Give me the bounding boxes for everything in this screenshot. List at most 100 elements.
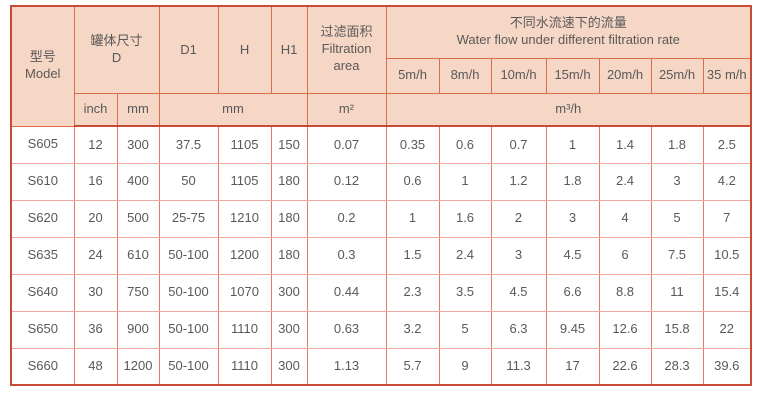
cell-h: 1070 (217, 273, 272, 312)
cell-inch: 20 (73, 199, 118, 238)
cell-inch: 36 (73, 310, 118, 349)
header-model-en: Model (25, 66, 61, 82)
unit-inch: inch (73, 92, 118, 127)
header-water-flow-zh: 不同水流速下的流量 (509, 15, 627, 31)
cell-mm: 610 (116, 236, 160, 275)
cell-model: S650 (10, 310, 75, 349)
cell-flow-35: 15.4 (702, 273, 752, 312)
cell-flow-8: 1.6 (438, 199, 492, 238)
cell-flow-5: 1 (385, 199, 440, 238)
cell-area: 0.63 (306, 310, 387, 349)
cell-model: S620 (10, 199, 75, 238)
cell-h: 1105 (217, 125, 272, 164)
cell-d1: 50-100 (158, 273, 219, 312)
header-rate-5: 5m/h (385, 57, 440, 94)
cell-mm: 300 (116, 125, 160, 164)
cell-flow-15: 9.45 (545, 310, 600, 349)
cell-mm: 1200 (116, 347, 160, 386)
header-h: H (217, 5, 272, 94)
cell-flow-8: 2.4 (438, 236, 492, 275)
table-row: S605 12 300 37.5 1105 150 0.07 0.35 0.6 … (10, 125, 752, 164)
header-rate-25: 25m/h (650, 57, 704, 94)
cell-flow-5: 0.35 (385, 125, 440, 164)
cell-flow-20: 2.4 (598, 162, 652, 201)
header-h1: H1 (270, 5, 308, 94)
cell-h: 1200 (217, 236, 272, 275)
cell-d1: 50-100 (158, 310, 219, 349)
cell-model: S605 (10, 125, 75, 164)
cell-h: 1210 (217, 199, 272, 238)
table-body: S605 12 300 37.5 1105 150 0.07 0.35 0.6 … (10, 125, 752, 386)
cell-model: S640 (10, 273, 75, 312)
header-water-flow-en: Water flow under different filtration ra… (456, 32, 680, 48)
filter-spec-table: 型号 Model 罐体尺寸 D D 1 H H1 过滤面积 Filtration … (10, 5, 753, 386)
cell-mm: 400 (116, 162, 160, 201)
header-rate-20: 20m/h (598, 57, 652, 94)
cell-flow-35: 39.6 (702, 347, 752, 386)
table-row: S640 30 750 50-100 1070 300 0.44 2.3 3.5… (10, 273, 752, 312)
cell-inch: 16 (73, 162, 118, 201)
header-rate-35: 35 m/h (702, 57, 752, 94)
cell-flow-5: 5.7 (385, 347, 440, 386)
cell-flow-15: 1.8 (545, 162, 600, 201)
cell-d1: 50-100 (158, 347, 219, 386)
table-row: S660 48 1200 50-100 1110 300 1.13 5.7 9 … (10, 347, 752, 386)
cell-area: 0.07 (306, 125, 387, 164)
cell-mm: 900 (116, 310, 160, 349)
header-water-flow: 不同水流速下的流量 Water flow under different fil… (385, 5, 752, 59)
cell-flow-20: 8.8 (598, 273, 652, 312)
unit-m2: m² (306, 92, 387, 127)
cell-flow-10: 11.3 (490, 347, 547, 386)
cell-flow-20: 4 (598, 199, 652, 238)
cell-flow-10: 4.5 (490, 273, 547, 312)
header-tank-size: 罐体尺寸 D (73, 5, 160, 94)
header-tank-size-d: D (111, 49, 122, 65)
cell-area: 0.2 (306, 199, 387, 238)
cell-inch: 30 (73, 273, 118, 312)
header-model-zh: 型号 (29, 49, 56, 65)
cell-flow-15: 17 (545, 347, 600, 386)
cell-flow-15: 1 (545, 125, 600, 164)
cell-flow-10: 0.7 (490, 125, 547, 164)
header-filtration-en1: Filtration (321, 41, 372, 57)
cell-flow-20: 22.6 (598, 347, 652, 386)
cell-inch: 12 (73, 125, 118, 164)
cell-flow-10: 3 (490, 236, 547, 275)
cell-flow-8: 1 (438, 162, 492, 201)
header-filtration-en2: area (333, 58, 360, 74)
table-row: S635 24 610 50-100 1200 180 0.3 1.5 2.4 … (10, 236, 752, 275)
cell-h1: 180 (270, 199, 308, 238)
cell-flow-8: 5 (438, 310, 492, 349)
table-row: S610 16 400 50 1105 180 0.12 0.6 1 1.2 1… (10, 162, 752, 201)
unit-mm: mm (116, 92, 160, 127)
cell-flow-20: 12.6 (598, 310, 652, 349)
cell-model: S635 (10, 236, 75, 275)
cell-h1: 300 (270, 347, 308, 386)
cell-flow-25: 5 (650, 199, 704, 238)
cell-flow-15: 4.5 (545, 236, 600, 275)
cell-h: 1110 (217, 310, 272, 349)
cell-h1: 180 (270, 162, 308, 201)
cell-flow-25: 15.8 (650, 310, 704, 349)
cell-area: 0.12 (306, 162, 387, 201)
cell-flow-10: 1.2 (490, 162, 547, 201)
unit-m3h: m³/h (385, 92, 752, 127)
header-model: 型号 Model (10, 5, 75, 127)
cell-h: 1110 (217, 347, 272, 386)
header-filtration-zh: 过滤面积 (320, 24, 373, 40)
cell-area: 0.3 (306, 236, 387, 275)
cell-flow-15: 6.6 (545, 273, 600, 312)
header-rate-15: 15m/h (545, 57, 600, 94)
header-filtration-area: 过滤面积 Filtration area (306, 5, 387, 94)
cell-flow-20: 1.4 (598, 125, 652, 164)
cell-flow-25: 28.3 (650, 347, 704, 386)
cell-flow-5: 2.3 (385, 273, 440, 312)
cell-flow-35: 10.5 (702, 236, 752, 275)
cell-flow-8: 3.5 (438, 273, 492, 312)
cell-h1: 180 (270, 236, 308, 275)
header-rate-10: 10m/h (490, 57, 547, 94)
cell-h1: 300 (270, 273, 308, 312)
cell-flow-25: 11 (650, 273, 704, 312)
cell-flow-5: 3.2 (385, 310, 440, 349)
cell-flow-35: 4.2 (702, 162, 752, 201)
